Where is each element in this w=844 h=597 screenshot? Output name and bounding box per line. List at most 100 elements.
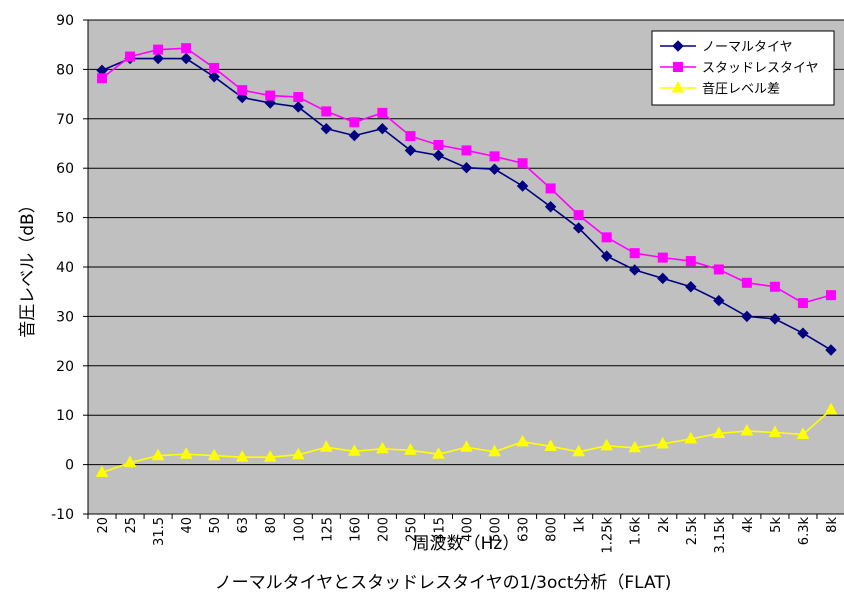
studded-tire-point (405, 131, 416, 142)
y-tick-label: 60 (56, 161, 74, 177)
x-tick-label: 1k (573, 517, 588, 533)
x-tick-label: 160 (348, 517, 363, 542)
level-difference-point (235, 450, 249, 462)
level-difference-point (207, 448, 221, 461)
level-difference-point (516, 434, 529, 447)
level-difference-point (740, 423, 754, 436)
level-difference-point (291, 447, 305, 460)
studded-tire-point (573, 210, 584, 221)
studded-tire-point (629, 248, 640, 259)
normal-tire-point (320, 122, 333, 135)
y-tick-label: 0 (65, 458, 74, 474)
studded-tire-point (265, 90, 276, 101)
level-difference-point (572, 444, 585, 457)
x-tick-labels: 20 25 31.5 40 50 63 80 100 125 160 200 250 315 400 500… (96, 517, 840, 554)
x-tick-label: 25 (124, 517, 139, 534)
x-tick-label: 8k (825, 517, 840, 533)
normal-tire-point (516, 180, 529, 192)
studded-tire-point (433, 139, 444, 150)
y-tick-label: 40 (56, 260, 74, 276)
studded-tire-point (321, 106, 332, 117)
level-difference-point (628, 440, 642, 453)
y-tick-label: 80 (56, 62, 74, 78)
y-tick-label: -10 (51, 507, 74, 523)
level-difference-point (319, 440, 333, 452)
normal-tire-point (825, 344, 837, 356)
level-difference-point (684, 431, 698, 444)
y-tick-label: 10 (56, 408, 74, 424)
x-tick-label: 80 (264, 517, 279, 534)
level-difference-point (768, 425, 782, 437)
normal-tire-point (657, 272, 669, 285)
studded-tire-point (125, 51, 136, 62)
normal-tire-point (180, 52, 192, 65)
series-group (95, 43, 838, 478)
normal-tire-point (713, 294, 725, 307)
normal-tire-point (797, 327, 809, 339)
level-difference-point (796, 427, 810, 439)
x-tick-label: 2k (657, 517, 672, 533)
level-difference-point (348, 444, 361, 456)
normal-tire-point (376, 122, 389, 135)
normal-tire-point (152, 52, 164, 65)
level-difference-point (488, 444, 501, 457)
x-tick-label: 125 (320, 517, 335, 542)
studded-tire-point (377, 107, 388, 118)
x-tick-label: 40 (180, 517, 195, 534)
level-difference-point (404, 443, 417, 455)
level-difference-point (123, 455, 137, 468)
level-difference-point (712, 426, 726, 438)
x-tick-label: 250 (404, 517, 419, 542)
y-tick-label: 70 (56, 112, 74, 128)
normal-tire-point (488, 163, 501, 175)
level-difference-point (600, 438, 614, 451)
x-tick-label: 50 (208, 517, 223, 534)
legend-marker-normal-tire (672, 40, 684, 52)
normal-tire-point (432, 149, 445, 162)
studded-tire-point (489, 151, 500, 162)
normal-tire-point (292, 101, 304, 113)
series-level-difference (95, 402, 838, 478)
studded-tire-point (461, 145, 472, 156)
studded-tire-point (657, 252, 668, 263)
y-axis-title: 音圧レベル（dB） (18, 196, 38, 337)
studded-tire-point (209, 62, 220, 73)
x-tick-label: 200 (376, 517, 391, 542)
y-tick-label: 90 (56, 13, 74, 29)
studded-tire-point (153, 44, 164, 55)
studded-tire-point (825, 290, 836, 301)
studded-tire-point (601, 232, 612, 243)
y-tick-label: 50 (56, 211, 74, 227)
studded-tire-point (769, 281, 780, 292)
normal-tire-point (460, 161, 473, 174)
chart-title: ノーマルタイヤとスタッドレスタイヤの1/3oct分析（FLAT) (215, 573, 672, 593)
y-tick-labels: -10 0 10 20 30 40 50 60 70 80 90 (51, 13, 74, 523)
normal-tire-point (348, 129, 361, 142)
x-tick-label: 3.15k (713, 517, 728, 554)
level-difference-point (656, 436, 670, 449)
x-tick-label: 400 (461, 517, 476, 542)
x-tick-label: 20 (96, 517, 111, 534)
normal-tire-point (600, 250, 613, 262)
level-difference-point (460, 440, 473, 452)
studded-tire-point (797, 298, 808, 309)
legend-label-normal-tire: ノーマルタイヤ (702, 40, 793, 55)
studded-tire-point (741, 277, 752, 288)
level-difference-point (544, 439, 557, 451)
level-difference-point (151, 448, 165, 461)
y-tick-label: 30 (56, 309, 74, 325)
studded-tire-point (517, 158, 528, 169)
studded-tire-point (97, 73, 108, 84)
normal-tire-point (741, 310, 753, 323)
x-tick-label: 5k (769, 517, 784, 533)
studded-tire-point (237, 85, 248, 96)
normal-tire-point (404, 144, 417, 157)
level-difference-point (179, 447, 193, 459)
legend-label-studded-tire: スタッドレスタイヤ (702, 61, 819, 76)
legend-marker-level-difference (671, 80, 685, 93)
x-tick-label: 100 (292, 517, 307, 542)
x-tick-label: 1.25k (601, 517, 616, 554)
